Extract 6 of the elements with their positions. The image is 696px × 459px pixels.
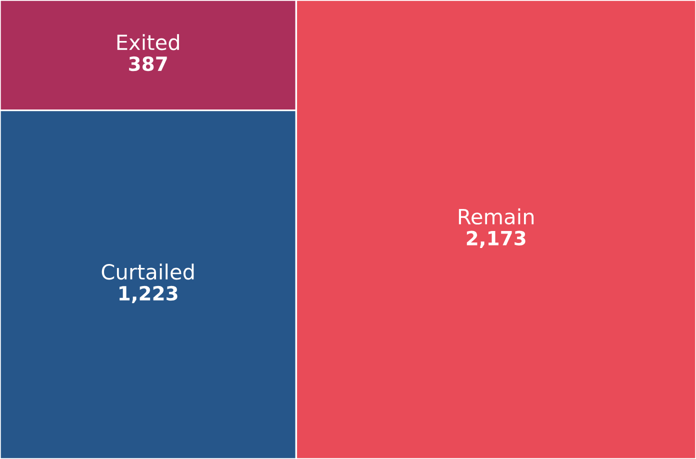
data-label: 1,223	[120, 286, 178, 304]
category-label: Curtailed	[102, 264, 194, 280]
category-label: Exited	[117, 34, 179, 50]
data-label: 387	[129, 56, 167, 72]
data-label: 2,173	[466, 230, 526, 248]
category-label: Remain	[458, 208, 534, 225]
